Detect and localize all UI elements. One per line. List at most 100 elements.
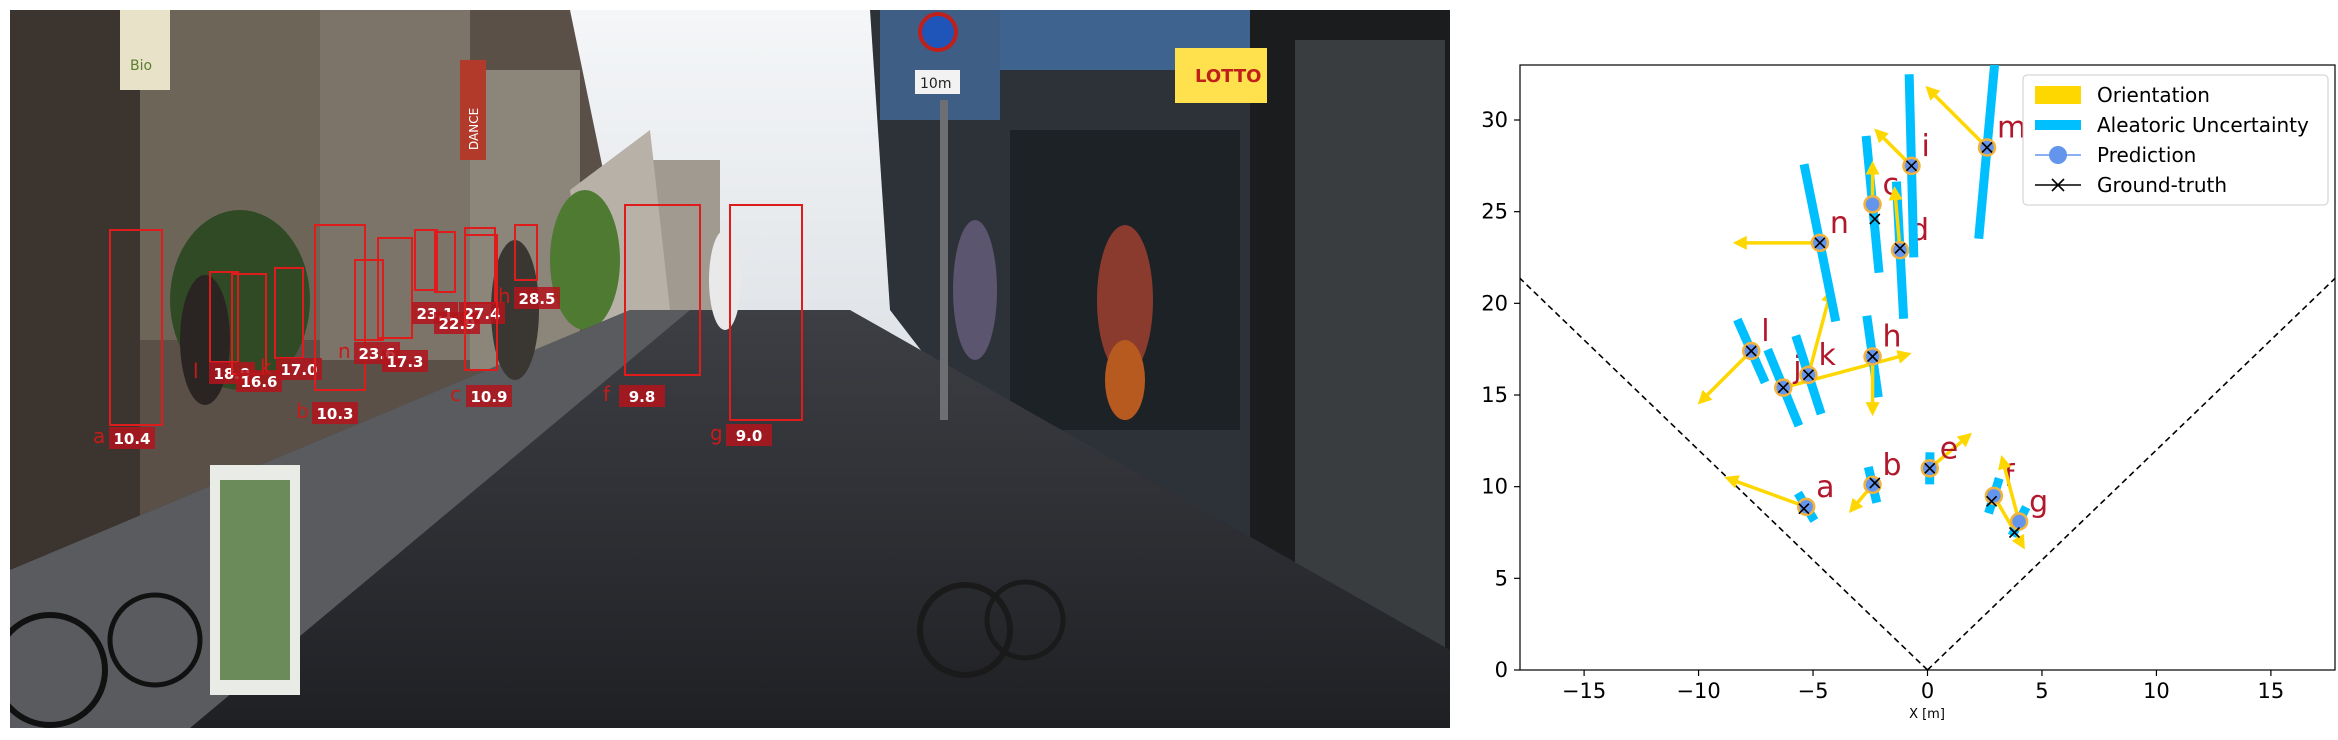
ground-truth-marker bbox=[2008, 526, 2021, 539]
distance-tag: 10.3 bbox=[316, 405, 353, 423]
detection-box bbox=[434, 231, 456, 293]
x-tick-label: −10 bbox=[1676, 679, 1720, 703]
distance-tag: 10.9 bbox=[470, 388, 507, 406]
x-tick-label: 5 bbox=[2035, 679, 2048, 703]
detection-letter: l bbox=[193, 359, 199, 383]
detection-letter: b bbox=[296, 399, 309, 423]
distance-tag-bg bbox=[276, 358, 322, 380]
distance-tag: 17.0 bbox=[280, 361, 317, 379]
ground-truth-marker bbox=[1802, 369, 1815, 381]
point-label: a bbox=[1816, 470, 1834, 505]
street-photo: Bio DANCE LOTTO 10m a 10.4l 18.916.6k 17.0b… bbox=[10, 10, 1450, 728]
ground-truth-marker bbox=[1905, 160, 1918, 172]
point-label: j bbox=[1792, 351, 1801, 386]
ground-truth-marker bbox=[1745, 345, 1757, 357]
legend-box bbox=[2022, 74, 2329, 206]
y-tick-label: 20 bbox=[1481, 291, 1508, 315]
ground-truth-marker bbox=[1869, 213, 1881, 225]
detection-box bbox=[624, 204, 701, 376]
ground-truth-marker bbox=[1894, 242, 1906, 254]
point-label: h bbox=[1883, 320, 1902, 355]
distance-tag-bg bbox=[236, 370, 282, 392]
legend-label: Prediction bbox=[2097, 143, 2196, 167]
ground-truth-marker bbox=[1981, 141, 1993, 154]
axes: −15 −10 −5 0 5 10 15 0 5 10 15 20 25 30 bbox=[1481, 108, 2284, 703]
x-tick-label: −5 bbox=[1798, 679, 1829, 703]
legend-handle-prediction bbox=[2049, 146, 2067, 164]
distance-tag: 28.5 bbox=[518, 290, 555, 308]
detection-letter: n bbox=[338, 339, 351, 363]
prediction-marker bbox=[1984, 486, 2004, 506]
ground-truth-marker bbox=[1798, 503, 1810, 515]
fov-right-line bbox=[1926, 277, 2335, 670]
detection-box bbox=[414, 229, 438, 291]
y-tick-label: 10 bbox=[1481, 475, 1508, 499]
ground-truth-marker bbox=[1986, 495, 1998, 507]
orientation-arrow bbox=[1888, 186, 1903, 251]
distance-tag: 27.4 bbox=[463, 305, 500, 323]
detection-box bbox=[464, 234, 498, 371]
legend-label: Aleatoric Uncertainty bbox=[2097, 113, 2309, 137]
y-tick-label: 0 bbox=[1495, 658, 1508, 682]
point-label: e bbox=[1940, 431, 1958, 466]
legend-handle-orientation bbox=[2035, 86, 2081, 104]
distance-tag-bg bbox=[312, 402, 358, 424]
distance-tag: 9.8 bbox=[629, 388, 656, 406]
detection-letter: g bbox=[710, 421, 723, 445]
distance-tag: 16.6 bbox=[240, 373, 277, 391]
distance-tag: 9.0 bbox=[736, 427, 763, 445]
distance-tag: 17.3 bbox=[386, 353, 423, 371]
distance-tag-bg bbox=[459, 302, 505, 324]
x-axis-label: X [m] bbox=[1909, 707, 1945, 722]
point-label: k bbox=[1818, 338, 1836, 373]
bio-sign-text: Bio bbox=[130, 58, 152, 74]
legend: Orientation Aleatoric Uncertainty Predicti… bbox=[2022, 74, 2329, 206]
x-tick-label: −15 bbox=[1562, 679, 1606, 703]
point-label: m bbox=[1997, 111, 2026, 146]
detection-box bbox=[514, 224, 538, 281]
distance-tag-bg bbox=[619, 385, 665, 407]
point-label: l bbox=[1761, 314, 1769, 349]
y-tick-label: 25 bbox=[1481, 200, 1508, 224]
ground-truth-marker bbox=[1777, 382, 1789, 394]
orientation-arrow bbox=[1806, 288, 1835, 376]
ground-truth-marker bbox=[1814, 237, 1826, 249]
prediction-marker bbox=[1863, 195, 1882, 214]
distance-tag-bg bbox=[466, 385, 512, 407]
prediction-marker bbox=[1890, 240, 1910, 260]
point-label: g bbox=[2029, 485, 2048, 520]
detection-letter: h bbox=[498, 284, 511, 308]
detection-letter: a bbox=[93, 424, 105, 448]
prediction-marker bbox=[2009, 512, 2029, 531]
x-tick-label: 10 bbox=[2143, 679, 2170, 703]
ground-truth-marker bbox=[1869, 477, 1881, 489]
detection-box bbox=[377, 237, 413, 339]
detection-layer: a10.4l18.916.6k17.0b10.3n23.617.323.122.… bbox=[93, 204, 803, 449]
distance-tag-bg bbox=[382, 350, 428, 372]
detection-letter: k bbox=[260, 355, 272, 379]
x-tick-label: 15 bbox=[2258, 679, 2285, 703]
detection-box bbox=[314, 224, 366, 391]
point-label: b bbox=[1883, 448, 1902, 483]
point-label: i bbox=[1921, 129, 1929, 164]
y-tick-label: 15 bbox=[1481, 383, 1508, 407]
distance-tag-bg bbox=[726, 424, 772, 446]
dance-sign-text: DANCE bbox=[467, 108, 481, 150]
y-tick-label: 30 bbox=[1481, 108, 1508, 132]
detection-box bbox=[354, 259, 384, 341]
legend-label: Orientation bbox=[2097, 83, 2210, 107]
ground-truth-marker bbox=[1924, 462, 1936, 474]
detection-box bbox=[729, 204, 803, 421]
distance-tag: 10.4 bbox=[113, 430, 150, 448]
field-of-view bbox=[1520, 277, 2335, 670]
distance-tag-bg bbox=[109, 427, 155, 449]
detection-letter: c bbox=[450, 382, 461, 406]
detection-box bbox=[109, 229, 163, 426]
lotto-sign-text: LOTTO bbox=[1195, 66, 1261, 87]
orientation-arrow bbox=[1998, 455, 2021, 522]
detection-letter: f bbox=[603, 382, 611, 406]
distance-tag-bg bbox=[514, 287, 560, 309]
orientation-arrow bbox=[1925, 85, 1989, 149]
